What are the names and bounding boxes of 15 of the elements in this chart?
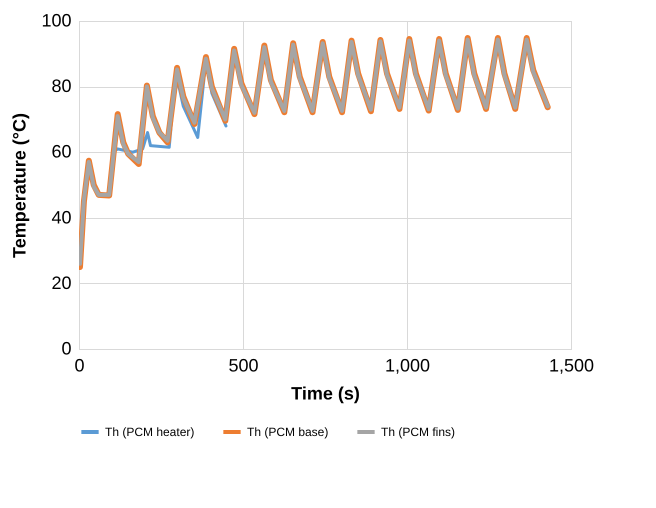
legend-label: Th (PCM base) [247, 425, 328, 439]
y-tick-label: 20 [51, 272, 72, 293]
y-tick-label: 80 [51, 76, 72, 96]
x-tick-label: 500 [228, 356, 259, 376]
x-tick-label: 0 [74, 356, 85, 376]
y-tick-label: 100 [41, 10, 72, 30]
legend-label: Th (PCM heater) [105, 425, 194, 439]
y-tick-label: 40 [51, 207, 72, 228]
x-tick-label: 1,500 [548, 356, 594, 376]
x-axis-title: Time (s) [291, 384, 360, 404]
y-tick-label: 0 [61, 338, 72, 358]
y-axis-title: Temperature (°C) [9, 113, 30, 258]
x-tick-label: 1,000 [384, 356, 430, 376]
legend-label: Th (PCM fins) [381, 425, 456, 439]
y-tick-label: 60 [51, 142, 72, 162]
